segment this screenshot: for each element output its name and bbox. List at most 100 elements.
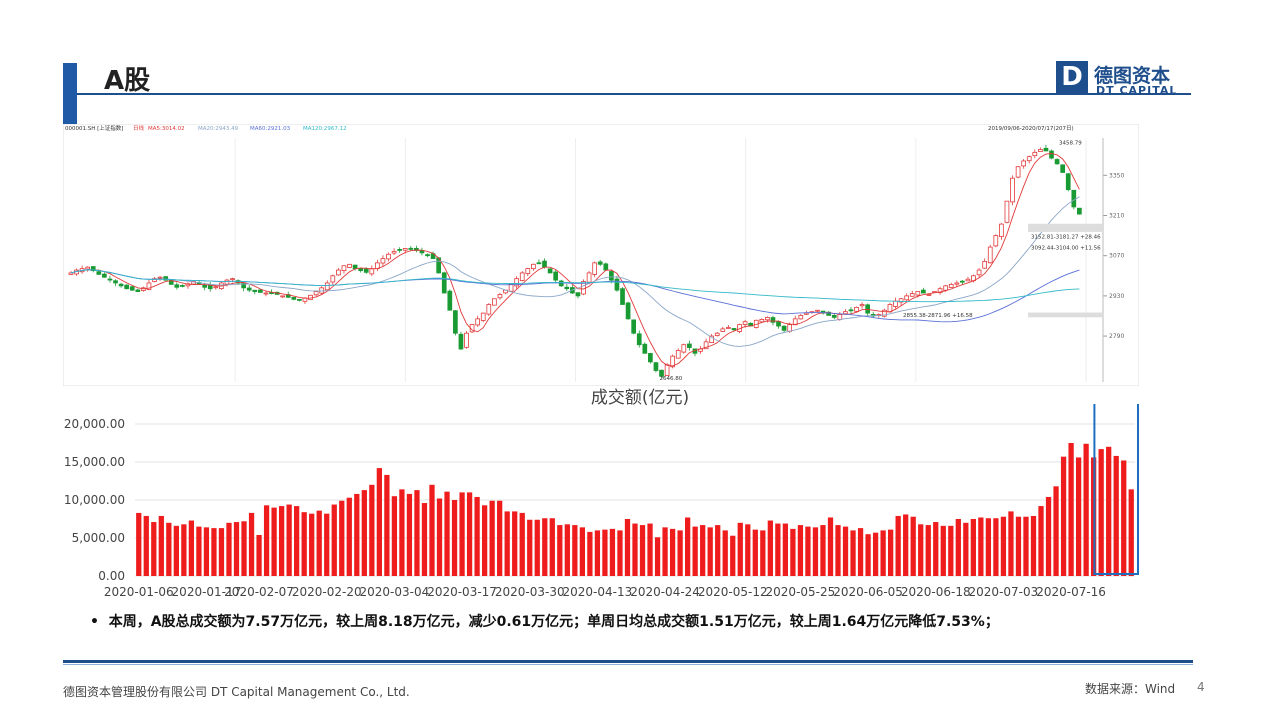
range-band-1 <box>1028 223 1103 232</box>
ma5-label: MA5:3014.02 <box>148 126 185 132</box>
candle-body <box>90 266 96 272</box>
candle-body <box>252 289 258 292</box>
candle-body <box>848 309 854 312</box>
y-tick-label: 20,000.00 <box>64 417 125 431</box>
volume-bar <box>632 523 638 576</box>
volume-bar <box>1053 486 1059 576</box>
chart-period: 日线 <box>133 124 145 132</box>
volume-bar <box>1023 516 1029 576</box>
candle-body <box>987 246 993 264</box>
volume-bar <box>1008 511 1014 576</box>
volume-bar <box>226 522 232 576</box>
volume-bar <box>331 504 337 576</box>
volume-bar <box>752 529 758 576</box>
volume-bar <box>797 525 804 576</box>
candle-body <box>118 283 124 287</box>
candle-body <box>96 271 102 275</box>
candle-body <box>542 260 547 268</box>
volume-bar <box>918 524 924 576</box>
candle-body <box>765 317 770 321</box>
candle-body <box>1065 173 1071 191</box>
candle-body <box>330 275 336 283</box>
candle-body <box>926 294 932 296</box>
chart-frame <box>62 123 1140 387</box>
volume-bar <box>384 474 390 576</box>
x-tick-label: 2020-02-20 <box>292 585 362 599</box>
volume-bar <box>399 489 405 576</box>
candle-body <box>492 298 497 306</box>
page-title: A股 <box>104 66 151 96</box>
x-tick-label: 2020-07-03 <box>969 585 1039 599</box>
candle-body <box>397 249 403 251</box>
volume-bar <box>955 519 961 576</box>
candle-body <box>597 261 603 265</box>
y-tick-label: 3350 <box>1109 172 1124 179</box>
y-tick-label: 2930 <box>1109 293 1124 300</box>
candle-body <box>319 287 325 294</box>
candle-body <box>391 250 397 254</box>
candle-body <box>893 300 898 307</box>
volume-bar <box>715 525 721 576</box>
volume-bar <box>1068 443 1074 576</box>
candle-body <box>102 273 107 278</box>
volume-bar <box>1121 460 1127 576</box>
volume-bar <box>1083 443 1089 576</box>
volume-bar <box>677 530 683 576</box>
volume-bar <box>760 530 766 576</box>
volume-bar <box>278 506 285 576</box>
high-annotation: 3458.79 <box>1059 141 1082 147</box>
candle-body <box>937 288 943 294</box>
volume-bar <box>842 526 849 576</box>
candle-body <box>213 286 219 289</box>
x-tick-label: 2020-07-16 <box>1036 585 1106 599</box>
candle-body <box>898 298 904 303</box>
volume-bar <box>166 522 172 576</box>
candle-body <box>207 284 213 290</box>
x-tick-label: 2020-06-18 <box>901 585 971 599</box>
ma60-label: MA60:2921.03 <box>250 126 291 132</box>
candle-body <box>954 282 960 285</box>
candle-body <box>1054 159 1060 165</box>
candle-body <box>564 286 570 290</box>
summary-text: 本周，A股总成交额为7.57万亿元，较上周8.18万亿元，减少0.61万亿元；单… <box>108 614 999 630</box>
volume-bar <box>324 513 330 576</box>
volume-bar <box>233 522 240 576</box>
candle-body <box>614 278 620 291</box>
y-tick-label: 15,000.00 <box>64 455 125 469</box>
candle-body <box>174 284 180 288</box>
volume-bar <box>647 523 653 576</box>
volume-bar <box>1075 457 1082 576</box>
y-tick-label: 10,000.00 <box>64 493 125 507</box>
candle-body <box>419 250 425 254</box>
volume-bar <box>361 490 367 576</box>
volume-bar <box>316 510 322 576</box>
candle-body <box>336 269 341 276</box>
candle-body <box>475 318 481 326</box>
y-tick-label: 0.00 <box>98 569 125 583</box>
volume-bar <box>827 517 834 576</box>
candle-body <box>731 328 737 331</box>
volume-bar <box>527 519 533 576</box>
candle-body <box>497 294 503 299</box>
candle-body <box>441 272 447 294</box>
candle-body <box>480 312 486 321</box>
volume-bar <box>263 505 270 576</box>
x-tick-label: 2020-04-13 <box>563 585 633 599</box>
volume-bar <box>489 500 495 576</box>
title-accent-bar <box>63 63 77 125</box>
candle-body <box>1032 151 1038 157</box>
volume-bar <box>436 498 443 576</box>
volume-bar <box>549 518 555 576</box>
x-tick-label: 2020-05-12 <box>698 585 768 599</box>
volume-bar <box>835 525 841 576</box>
volume-bar <box>872 532 879 576</box>
ma120-label: MA120:2967.12 <box>303 126 347 132</box>
candle-body <box>687 343 692 348</box>
x-tick-label: 2020-01-06 <box>104 585 174 599</box>
volume-bar <box>790 528 796 576</box>
candle-body <box>798 315 804 320</box>
candle-body <box>380 258 386 264</box>
volume-bar <box>294 506 300 576</box>
volume-bar <box>948 525 954 576</box>
candle-body <box>363 268 369 273</box>
